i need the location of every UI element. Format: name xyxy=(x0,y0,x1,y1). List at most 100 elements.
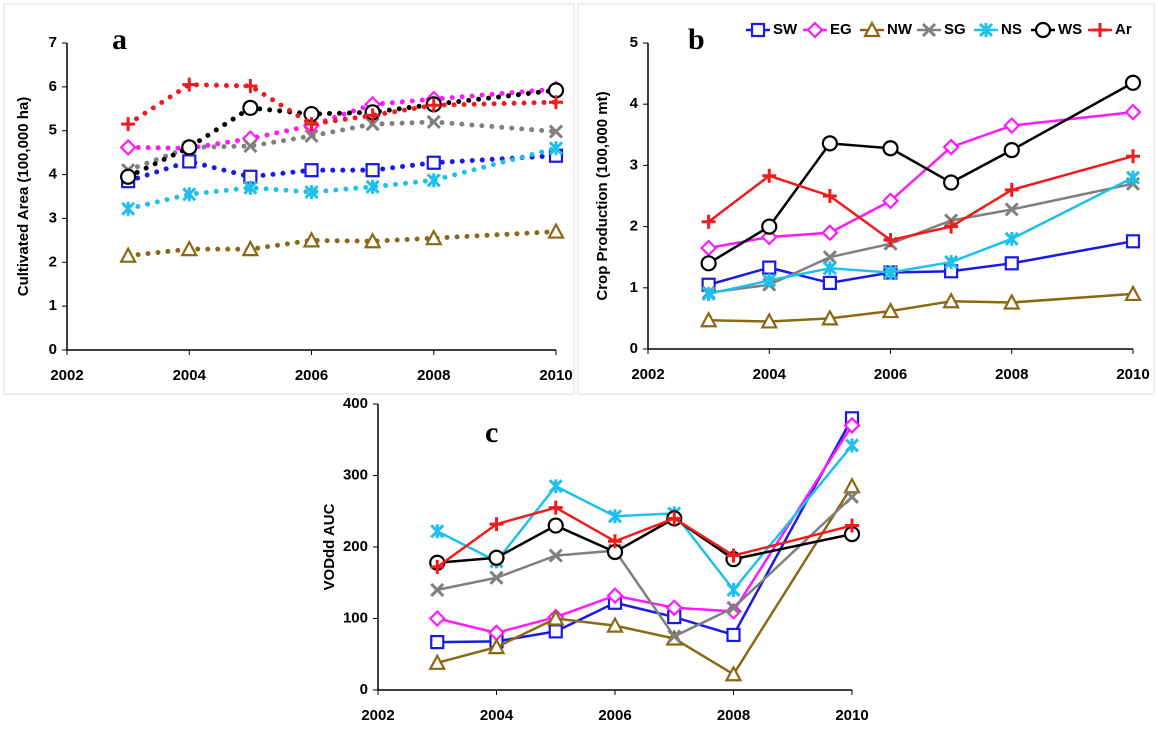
y-tick-label: 300 xyxy=(343,466,368,483)
y-tick-label: 0 xyxy=(360,681,368,698)
marker xyxy=(243,78,258,93)
marker xyxy=(667,629,682,644)
marker xyxy=(365,163,380,178)
marker xyxy=(489,570,504,585)
marker xyxy=(1124,74,1142,91)
marker xyxy=(726,582,741,597)
x-tick-label: 2004 xyxy=(173,367,207,384)
marker xyxy=(182,77,197,92)
y-tick-label: 1 xyxy=(49,297,57,314)
legend-marker xyxy=(1034,21,1052,39)
x-tick-label: 2004 xyxy=(753,366,787,383)
marker xyxy=(428,609,446,628)
marker xyxy=(667,511,682,526)
legend-marker xyxy=(1093,23,1107,37)
marker xyxy=(944,219,959,234)
legend-marker xyxy=(806,21,824,39)
marker xyxy=(548,141,564,156)
x-tick-label: 2006 xyxy=(295,367,328,384)
marker xyxy=(822,275,837,291)
marker xyxy=(821,135,838,152)
marker xyxy=(883,265,898,280)
marker xyxy=(430,560,445,575)
marker xyxy=(1125,234,1141,249)
marker xyxy=(548,500,563,515)
marker xyxy=(701,286,716,301)
x-tick-label: 2010 xyxy=(1116,366,1149,383)
y-tick-label: 0 xyxy=(630,340,638,357)
marker xyxy=(821,224,839,242)
y-tick-label: 2 xyxy=(630,218,638,235)
marker xyxy=(426,114,441,130)
marker xyxy=(821,309,839,326)
legend-label: SW xyxy=(773,21,798,38)
marker xyxy=(1003,142,1020,159)
y-tick-label: 400 xyxy=(343,395,368,412)
marker xyxy=(241,239,260,257)
series-line xyxy=(125,86,559,151)
marker xyxy=(365,117,380,132)
legend-marker xyxy=(921,22,937,38)
marker xyxy=(762,260,777,275)
marker xyxy=(700,255,717,272)
y-tick-label: 5 xyxy=(49,122,57,139)
marker xyxy=(943,174,960,191)
marker xyxy=(882,140,899,157)
marker xyxy=(304,163,319,178)
marker xyxy=(726,627,741,643)
marker xyxy=(487,637,506,655)
x-tick-label: 2008 xyxy=(717,707,750,724)
marker xyxy=(547,517,564,534)
marker xyxy=(243,139,258,154)
marker xyxy=(726,600,741,615)
marker xyxy=(607,509,623,524)
marker xyxy=(243,180,258,195)
marker xyxy=(1124,103,1142,121)
legend-label: NW xyxy=(887,21,913,38)
y-tick-label: 1 xyxy=(630,279,638,296)
legend-label: WS xyxy=(1058,21,1082,38)
marker xyxy=(548,548,563,563)
marker xyxy=(426,155,441,170)
marker xyxy=(883,233,898,248)
marker xyxy=(489,517,504,532)
y-axis-label: Cultivated Area (100,000 ha) xyxy=(15,97,32,297)
marker xyxy=(665,599,683,617)
x-tick-label: 2008 xyxy=(995,366,1028,383)
y-tick-label: 3 xyxy=(49,209,57,226)
marker xyxy=(724,664,743,682)
x-tick-label: 2002 xyxy=(361,707,394,724)
marker xyxy=(761,218,778,235)
marker xyxy=(548,479,563,494)
marker xyxy=(1003,117,1021,135)
series-line xyxy=(125,82,559,127)
marker xyxy=(430,524,445,539)
y-tick-label: 5 xyxy=(630,34,638,51)
marker xyxy=(844,438,860,453)
marker xyxy=(822,261,837,276)
y-axis-label: Crop Production (100,000 mt) xyxy=(594,91,611,300)
marker xyxy=(942,138,960,156)
marker xyxy=(606,587,624,605)
marker xyxy=(1125,170,1141,185)
y-tick-label: 100 xyxy=(343,609,368,626)
y-tick-label: 4 xyxy=(49,166,58,183)
marker xyxy=(180,239,199,257)
y-tick-label: 7 xyxy=(49,34,57,51)
marker xyxy=(822,189,837,203)
x-tick-label: 2002 xyxy=(631,366,664,383)
marker xyxy=(426,173,441,188)
series-line xyxy=(436,495,854,638)
marker xyxy=(548,624,563,639)
marker xyxy=(363,231,382,249)
marker xyxy=(242,99,259,117)
marker xyxy=(762,168,777,183)
marker xyxy=(121,117,136,132)
panel-letter: b xyxy=(688,23,705,56)
x-tick-label: 2010 xyxy=(835,707,868,724)
marker xyxy=(762,273,777,288)
marker xyxy=(1004,256,1019,271)
marker xyxy=(548,124,564,139)
marker xyxy=(1126,149,1140,164)
x-tick-label: 2010 xyxy=(539,367,572,384)
